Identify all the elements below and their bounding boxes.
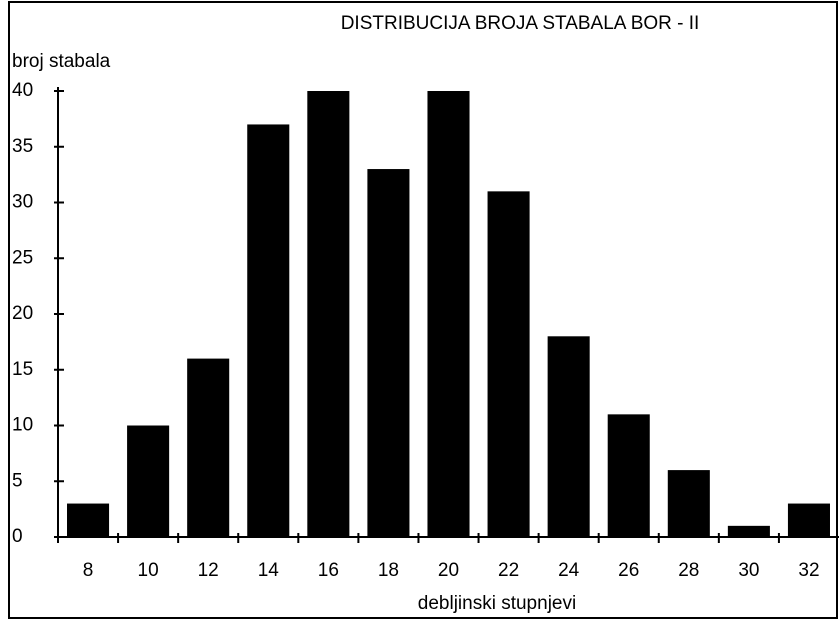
bar xyxy=(307,91,350,537)
frame xyxy=(8,1,838,619)
x-tick-label: 10 xyxy=(138,560,159,581)
x-tick-label: 8 xyxy=(83,560,94,581)
y-tick-label: 30 xyxy=(12,192,33,213)
x-tick-label: 14 xyxy=(258,560,280,581)
bar xyxy=(67,503,110,537)
y-tick-label: 40 xyxy=(12,80,33,101)
x-axis-label: debljinski stupnjevi xyxy=(418,593,576,614)
x-tick-label: 20 xyxy=(438,560,459,581)
y-tick-label: 35 xyxy=(12,136,33,157)
y-axis-label: broj stabala xyxy=(12,51,111,72)
bar xyxy=(127,425,170,537)
bar xyxy=(727,525,770,537)
x-tick-label: 16 xyxy=(318,560,339,581)
y-tick-label: 25 xyxy=(12,247,33,268)
bar xyxy=(367,169,410,538)
bar xyxy=(427,91,470,537)
x-tick-label: 30 xyxy=(738,560,759,581)
x-tick-label: 28 xyxy=(678,560,699,581)
bar xyxy=(247,124,290,537)
x-tick-label: 24 xyxy=(558,560,580,581)
bar xyxy=(667,470,710,537)
y-tick-label: 0 xyxy=(12,526,23,547)
bar xyxy=(547,336,590,537)
bar xyxy=(187,358,230,537)
x-tick-label: 12 xyxy=(198,560,219,581)
x-tick-label: 18 xyxy=(378,560,399,581)
x-tick-label: 32 xyxy=(798,560,819,581)
x-tick-label: 26 xyxy=(618,560,639,581)
bar xyxy=(607,414,650,537)
chart-title: DISTRIBUCIJA BROJA STABALA BOR - II xyxy=(341,13,700,34)
y-tick-label: 10 xyxy=(12,415,33,436)
x-tick-label: 22 xyxy=(498,560,519,581)
bar xyxy=(487,191,530,537)
y-tick-label: 5 xyxy=(12,470,23,491)
y-tick-label: 20 xyxy=(12,303,33,324)
bar xyxy=(787,503,830,537)
y-tick-label: 15 xyxy=(12,359,33,380)
